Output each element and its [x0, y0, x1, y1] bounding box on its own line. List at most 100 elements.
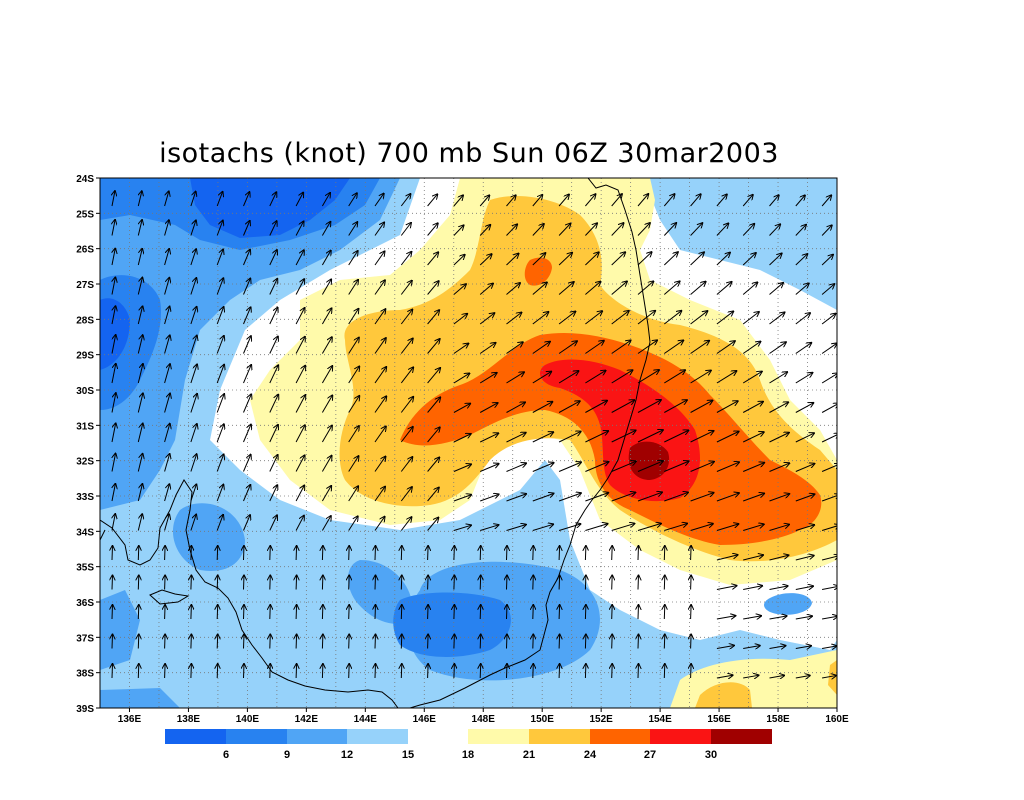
wind-arrow	[822, 676, 836, 678]
wind-arrow	[216, 192, 222, 207]
colorbar-swatch	[468, 729, 529, 744]
wind-arrow	[400, 252, 411, 266]
wind-arrow	[243, 485, 251, 502]
wind-arrow	[506, 494, 527, 502]
wind-arrow	[348, 251, 358, 266]
wind-arrow	[479, 343, 495, 354]
colorbar-label: 24	[584, 749, 597, 761]
wind-arrow	[321, 395, 332, 413]
lon-tick-label: 148E	[472, 714, 496, 725]
wind-arrow	[243, 365, 252, 384]
wind-arrow	[532, 463, 554, 472]
wind-arrow	[400, 517, 411, 531]
wind-arrow	[111, 306, 115, 325]
wind-arrow	[400, 339, 412, 354]
wind-arrow	[164, 484, 170, 502]
wind-arrow	[611, 370, 633, 384]
wind-arrow	[138, 191, 142, 207]
wind-arrow	[690, 194, 701, 207]
wind-arrow	[532, 432, 553, 443]
wind-arrow	[137, 335, 142, 354]
wind-arrow	[637, 400, 661, 413]
wind-arrow	[532, 224, 544, 236]
wind-arrow	[611, 492, 636, 502]
wind-arrow	[295, 395, 305, 413]
wind-arrow	[216, 249, 223, 266]
wind-arrow	[716, 194, 727, 207]
wind-arrow	[716, 493, 739, 502]
wind-arrow	[769, 494, 790, 502]
wind-arrow	[137, 484, 142, 502]
wind-arrow	[479, 433, 498, 443]
wind-arrow	[137, 306, 142, 325]
wind-arrow	[690, 401, 713, 413]
wind-arrow	[558, 341, 577, 354]
colorbar-swatch	[650, 729, 711, 744]
wind-arrow	[216, 221, 223, 236]
lat-tick-label: 34S	[76, 527, 94, 538]
wind-arrow	[479, 284, 493, 295]
coastline	[100, 178, 651, 708]
wind-arrow	[795, 433, 814, 443]
wind-arrow	[480, 494, 498, 502]
wind-arrow	[111, 393, 116, 413]
wind-arrow	[269, 336, 278, 354]
wind-arrow	[453, 255, 465, 266]
wind-arrow	[663, 281, 679, 295]
wind-arrow	[295, 250, 304, 266]
wind-arrow	[164, 424, 170, 443]
wind-arrow	[453, 373, 469, 384]
wind-arrow	[269, 279, 277, 295]
colorbar-label: 12	[341, 749, 353, 761]
wind-arrow	[690, 252, 704, 266]
wind-arrow	[769, 312, 785, 325]
wind-arrow	[821, 284, 834, 295]
wind-arrow	[506, 525, 526, 531]
wind-arrow	[506, 195, 516, 207]
colorbar-label: 30	[705, 749, 717, 761]
wind-arrow	[164, 514, 170, 531]
wind-arrow	[558, 224, 570, 236]
wind-arrow	[558, 282, 574, 295]
wind-arrow	[190, 307, 197, 325]
wind-arrow	[321, 516, 330, 531]
wind-arrow	[479, 373, 496, 384]
wind-arrow	[611, 252, 626, 266]
wind-arrow	[585, 282, 600, 295]
wind-arrow	[532, 342, 550, 354]
wind-arrow	[479, 403, 497, 413]
wind-arrow	[453, 495, 471, 502]
wind-arrow	[269, 455, 278, 472]
wind-arrow	[664, 524, 687, 531]
lon-tick-label: 140E	[236, 714, 260, 725]
wind-arrow	[742, 342, 760, 354]
wind-arrow	[769, 586, 788, 590]
wind-arrow	[112, 220, 115, 236]
wind-arrow	[558, 432, 581, 443]
wind-arrow	[348, 486, 358, 502]
wind-arrow	[427, 368, 441, 384]
lat-tick-label: 28S	[76, 315, 94, 326]
lon-tick-label: 156E	[707, 714, 731, 725]
wind-arrow	[427, 310, 440, 325]
wind-arrow	[769, 555, 789, 561]
latitude-axis: 24S 25S 26S 27S 28S 29S 30S 31S 32S 33S 34S 35S 36S 3…	[76, 174, 100, 715]
wind-arrow	[453, 225, 464, 236]
wind-arrow	[611, 281, 627, 295]
wind-arrow	[795, 403, 814, 413]
wind-arrow	[637, 194, 648, 207]
wind-arrow	[164, 249, 170, 266]
wind-arrow	[243, 192, 250, 207]
wind-arrow	[216, 515, 223, 531]
lat-tick-label: 26S	[76, 245, 94, 256]
wind-arrow	[821, 525, 837, 531]
wind-arrow	[795, 195, 805, 207]
wind-arrow	[453, 314, 467, 325]
wind-arrow	[716, 282, 732, 295]
wind-arrow	[112, 191, 115, 207]
colorbar-swatch	[347, 729, 408, 744]
wind-arrow	[427, 488, 439, 502]
wind-arrow	[716, 371, 736, 384]
lat-tick-label: 37S	[76, 633, 94, 644]
wind-arrow	[637, 223, 650, 236]
